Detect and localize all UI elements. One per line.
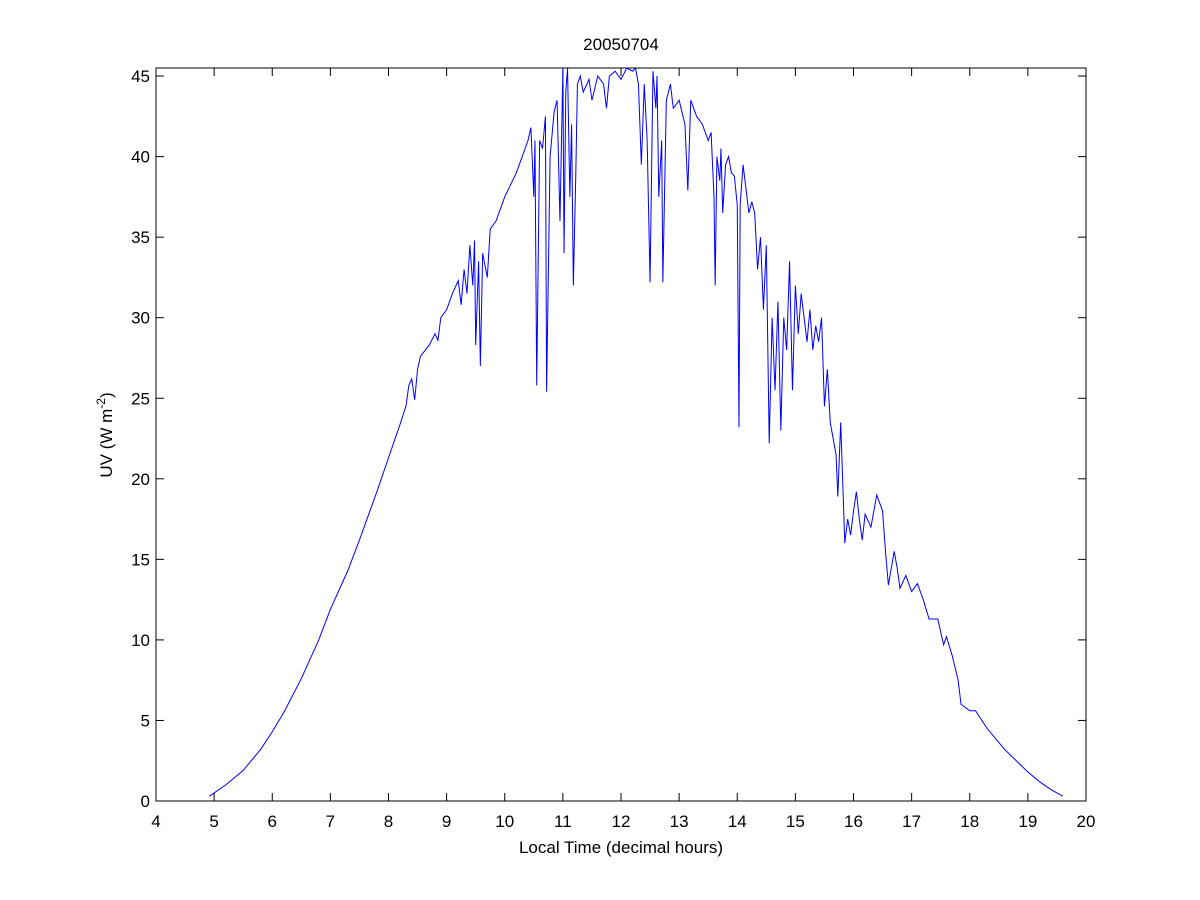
x-tick-label: 7 [326, 812, 335, 831]
y-tick-label: 15 [131, 550, 150, 569]
y-tick-label: 0 [141, 792, 150, 811]
x-tick-label: 9 [442, 812, 451, 831]
x-tick-label: 10 [495, 812, 514, 831]
y-tick-label: 45 [131, 67, 150, 86]
x-tick-label: 20 [1077, 812, 1096, 831]
x-tick-label: 13 [670, 812, 689, 831]
x-tick-label: 14 [728, 812, 747, 831]
x-tick-label: 8 [384, 812, 393, 831]
y-label-suffix: ) [97, 392, 116, 398]
y-axis-label: UV (W m-2) [94, 392, 116, 477]
series-line [209, 66, 1063, 797]
plot-box [155, 67, 1087, 802]
x-tick-label: 12 [612, 812, 631, 831]
y-tick-label: 10 [131, 631, 150, 650]
y-tick-label: 40 [131, 148, 150, 167]
x-tick-label: 18 [960, 812, 979, 831]
x-axis-label: Local Time (decimal hours) [519, 838, 723, 857]
y-tick-label: 5 [141, 711, 150, 730]
x-tick-label: 6 [268, 812, 277, 831]
y-tick-label: 25 [131, 389, 150, 408]
x-tick-label: 17 [902, 812, 921, 831]
y-tick-label: 30 [131, 309, 150, 328]
y-label-sup: -2 [94, 398, 108, 409]
x-tick-label: 16 [844, 812, 863, 831]
chart-title: 20050704 [583, 35, 659, 54]
x-tick-label: 5 [209, 812, 218, 831]
x-tick-label: 4 [151, 812, 160, 831]
y-label-text: UV (W m [97, 409, 116, 478]
y-tick-label: 20 [131, 470, 150, 489]
x-tick-label: 15 [786, 812, 805, 831]
y-tick-label: 35 [131, 228, 150, 247]
x-tick-label: 11 [554, 812, 572, 831]
x-tick-label: 19 [1018, 812, 1037, 831]
